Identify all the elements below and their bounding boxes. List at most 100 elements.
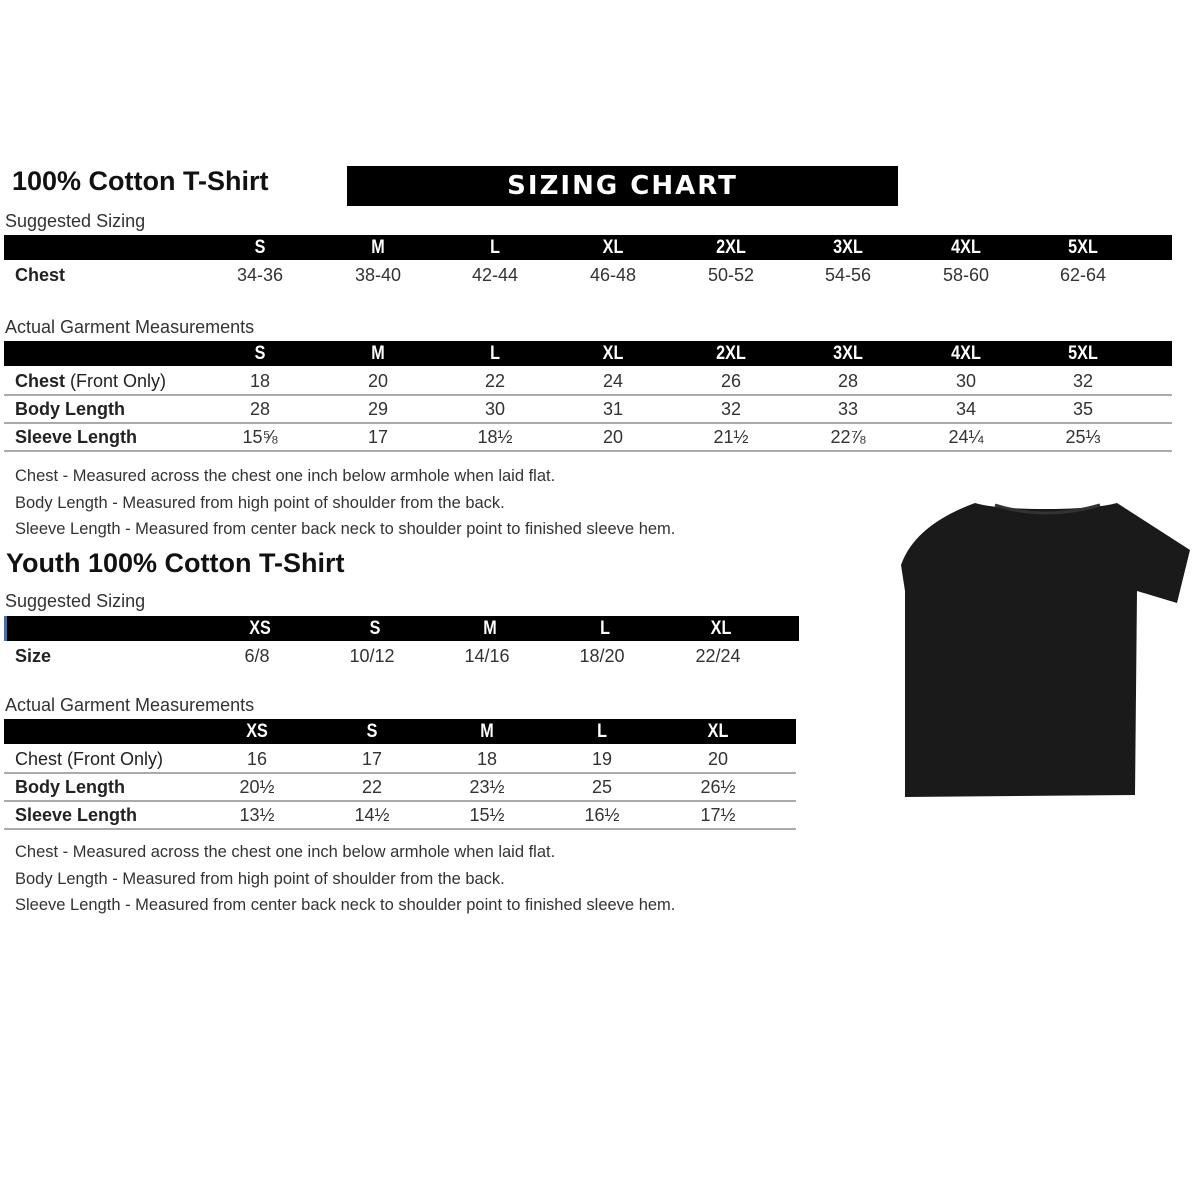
table-cell: 15½ bbox=[469, 805, 505, 825]
table-row: Chest (Front Only) 16 17 18 19 20 bbox=[4, 745, 796, 773]
size-header-xl: XL bbox=[710, 618, 732, 639]
size-header-m: M bbox=[371, 237, 385, 258]
row-label: Chest bbox=[15, 261, 65, 289]
table-cell: 22 bbox=[484, 371, 506, 391]
size-header-xl: XL bbox=[602, 237, 624, 258]
table-cell: 18½ bbox=[477, 427, 513, 447]
row-divider bbox=[4, 800, 796, 802]
table-cell: 21½ bbox=[713, 427, 749, 447]
sizing-chart-banner: SIZING CHART bbox=[347, 166, 898, 206]
table-cell: 19 bbox=[591, 749, 613, 769]
size-header-s: S bbox=[254, 237, 266, 258]
size-header-row: S M L XL 2XL 3XL 4XL 5XL bbox=[4, 235, 1172, 260]
table-cell: 15⅝ bbox=[242, 427, 278, 447]
size-header-5xl: 5XL bbox=[1068, 237, 1098, 258]
table-cell: 18 bbox=[249, 371, 271, 391]
table-cell: 20 bbox=[602, 427, 624, 447]
row-label-text: Sleeve Length bbox=[15, 427, 138, 447]
tshirt-image bbox=[901, 503, 1190, 797]
table-cell: 17 bbox=[367, 427, 389, 447]
row-divider bbox=[4, 422, 1172, 424]
size-header-3xl: 3XL bbox=[833, 343, 863, 364]
table-cell: 22 bbox=[361, 777, 383, 797]
size-header-l: L bbox=[490, 343, 500, 364]
adult-title: 100% Cotton T-Shirt bbox=[12, 166, 269, 196]
row-label-extra: (Front Only) bbox=[65, 371, 167, 391]
measurement-note: Sleeve Length - Measured from center bac… bbox=[15, 520, 676, 538]
table-cell: 26 bbox=[720, 371, 742, 391]
row-label-text: Body Length bbox=[15, 399, 125, 419]
size-header-row: S M L XL 2XL 3XL 4XL 5XL bbox=[4, 341, 1172, 366]
suggested-sizing-label: Suggested Sizing bbox=[5, 211, 146, 231]
row-divider bbox=[4, 772, 796, 774]
table-cell: 38-40 bbox=[354, 265, 402, 285]
size-header-xl: XL bbox=[602, 343, 624, 364]
table-cell: 50-52 bbox=[707, 265, 755, 285]
table-cell: 35 bbox=[1072, 399, 1094, 419]
table-cell: 16½ bbox=[584, 805, 620, 825]
table-row: Sleeve Length 15⅝ 17 18½ 20 21½ 22⅞ 24¼ 25⅓ bbox=[4, 423, 1172, 451]
table-cell: 33 bbox=[837, 399, 859, 419]
table-cell: 20 bbox=[367, 371, 389, 391]
table-cell: 34 bbox=[955, 399, 977, 419]
table-cell: 42-44 bbox=[471, 265, 519, 285]
row-label: Sleeve Length bbox=[15, 801, 137, 829]
row-label-text: Body Length bbox=[15, 777, 125, 797]
table-row: Size 6/8 10/12 14/16 18/20 22/24 bbox=[4, 642, 796, 670]
table-cell: 24¼ bbox=[948, 427, 984, 447]
table-cell: 25 bbox=[591, 777, 613, 797]
size-header-5xl: 5XL bbox=[1068, 343, 1098, 364]
table-row: Body Length 20½ 22 23½ 25 26½ bbox=[4, 773, 796, 801]
size-header-s: S bbox=[254, 343, 266, 364]
table-cell: 25⅓ bbox=[1065, 427, 1101, 447]
size-header-xl: XL bbox=[707, 721, 729, 742]
row-label: Chest (Front Only) bbox=[15, 745, 163, 773]
table-cell: 58-60 bbox=[942, 265, 990, 285]
table-cell: 10/12 bbox=[349, 646, 395, 666]
actual-measurements-label: Actual Garment Measurements bbox=[5, 695, 255, 715]
size-header-row: XS S M L XL bbox=[4, 616, 799, 641]
size-header-l: L bbox=[490, 237, 500, 258]
size-header-l: L bbox=[600, 618, 610, 639]
table-cell: 16 bbox=[246, 749, 268, 769]
table-row: Body Length 28 29 30 31 32 33 34 35 bbox=[4, 395, 1172, 423]
table-cell: 28 bbox=[249, 399, 271, 419]
table-row: Chest (Front Only) 18 20 22 24 26 28 30 32 bbox=[4, 367, 1172, 395]
table-cell: 14/16 bbox=[464, 646, 510, 666]
table-cell: 28 bbox=[837, 371, 859, 391]
measurement-note: Body Length - Measured from high point o… bbox=[15, 869, 505, 888]
size-header-xs: XS bbox=[246, 721, 268, 742]
row-divider bbox=[4, 394, 1172, 396]
measurement-note: Chest - Measured across the chest one in… bbox=[15, 843, 556, 861]
table-cell: 32 bbox=[1072, 371, 1094, 391]
table-cell: 13½ bbox=[239, 805, 275, 825]
table-cell: 30 bbox=[955, 371, 977, 391]
row-divider bbox=[4, 828, 796, 830]
table-cell: 17 bbox=[361, 749, 383, 769]
row-label: Sleeve Length bbox=[15, 423, 137, 451]
size-header-4xl: 4XL bbox=[951, 237, 981, 258]
table-cell: 62-64 bbox=[1059, 265, 1107, 285]
table-cell: 14½ bbox=[354, 805, 390, 825]
table-cell: 54-56 bbox=[824, 265, 872, 285]
suggested-sizing-label: Suggested Sizing bbox=[5, 591, 146, 611]
row-label-text: Size bbox=[15, 646, 52, 666]
size-header-s: S bbox=[366, 721, 378, 742]
table-cell: 31 bbox=[602, 399, 624, 419]
table-cell: 18/20 bbox=[579, 646, 625, 666]
row-label: Body Length bbox=[15, 395, 125, 423]
row-label: Chest (Front Only) bbox=[15, 367, 166, 395]
size-header-l: L bbox=[597, 721, 607, 742]
table-cell: 22/24 bbox=[695, 646, 741, 666]
table-cell: 32 bbox=[720, 399, 742, 419]
row-divider bbox=[4, 450, 1172, 452]
table-cell: 30 bbox=[484, 399, 506, 419]
row-label: Body Length bbox=[15, 773, 125, 801]
measurement-note: Sleeve Length - Measured from center bac… bbox=[15, 896, 676, 914]
table-cell: 29 bbox=[367, 399, 389, 419]
table-cell: 17½ bbox=[700, 805, 736, 825]
size-header-m: M bbox=[480, 721, 494, 742]
table-row: Sleeve Length 13½ 14½ 15½ 16½ 17½ bbox=[4, 801, 796, 829]
table-cell: 24 bbox=[602, 371, 624, 391]
